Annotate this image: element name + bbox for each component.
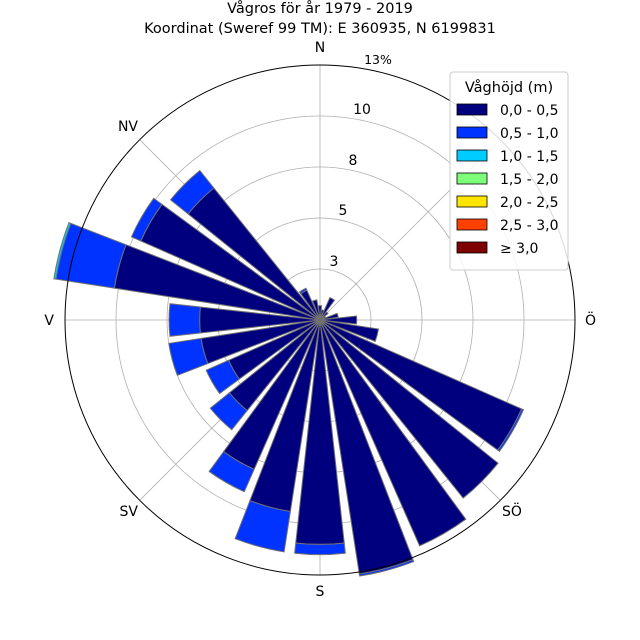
rose-bar-segment [209, 392, 248, 431]
legend-label: 1,5 - 2,0 [500, 172, 558, 188]
rose-bar-segment [319, 319, 499, 499]
legend-swatch [456, 195, 488, 208]
chart-title: Vågros för år 1979 - 2019 [227, 0, 413, 17]
rose-bar-segment [497, 408, 525, 453]
wind-rose-bars [53, 169, 525, 577]
direction-label-nv: NV [118, 119, 138, 135]
rose-bar-segment [53, 221, 72, 280]
direction-label-so: SÖ [502, 502, 522, 520]
legend-entries: 0,0 - 0,5 0,5 - 1,0 1,0 - 1,5 1,5 - 2,0 2,0 … [456, 103, 558, 257]
direction-label-o: Ö [585, 311, 596, 329]
legend-swatch [456, 172, 488, 185]
rose-bar-segment [319, 296, 336, 321]
legend-swatch [456, 149, 488, 162]
legend-label: 0,0 - 0,5 [500, 103, 558, 119]
direction-label-sv: SV [120, 504, 139, 520]
outer-circle [64, 64, 576, 576]
radial-tick-label: 5 [339, 203, 348, 219]
rose-bar-segment [169, 169, 215, 215]
rose-bar-segment [319, 315, 358, 325]
rose-bar-segment [311, 299, 321, 321]
rose-bar-segment [319, 312, 339, 321]
rose-bar-segment [317, 305, 323, 321]
rose-bar-segment [168, 337, 209, 376]
legend-label: 2,5 - 3,0 [500, 218, 558, 234]
legend-label: 2,0 - 2,5 [500, 195, 558, 211]
direction-label-n: N [315, 40, 325, 56]
rose-bar-segment [319, 319, 467, 547]
legend-swatch [456, 126, 488, 139]
rose-bar-segment [205, 359, 241, 395]
rose-bar-segment [234, 500, 291, 553]
radial-tick-label: 10 [353, 102, 371, 118]
legend-swatch [456, 241, 488, 254]
rose-bar-segment [294, 542, 346, 556]
rose-bar-segment [168, 303, 201, 337]
legend-swatch [456, 218, 488, 231]
rose-bar-segment [319, 319, 380, 343]
chart-subtitle: Koordinat (Sweref 99 TM): E 360935, N 61… [144, 21, 496, 37]
rose-bar-segment [298, 287, 308, 295]
radial-tick-labels: 3 5 8 10 13% [330, 52, 392, 270]
legend-label: ≥ 3,0 [500, 241, 538, 257]
legend-label: 0,5 - 1,0 [500, 126, 558, 142]
radial-tick-label: 8 [349, 153, 358, 169]
legend-swatch [456, 103, 488, 116]
radial-max-label: 13% [364, 52, 392, 67]
direction-label-s: S [316, 584, 325, 600]
legend-label: 1,0 - 1,5 [500, 149, 558, 165]
rose-bar-segment [358, 558, 415, 577]
legend: Våghöjd (m) 0,0 - 0,5 0,5 - 1,0 1,0 - 1,5 1… [449, 71, 569, 271]
rose-bar-segment [208, 451, 255, 493]
rose-bar-segment [130, 197, 163, 242]
direction-label-v: V [44, 313, 54, 329]
legend-title: Våghöjd (m) [465, 79, 553, 96]
radial-tick-label: 3 [330, 254, 339, 270]
